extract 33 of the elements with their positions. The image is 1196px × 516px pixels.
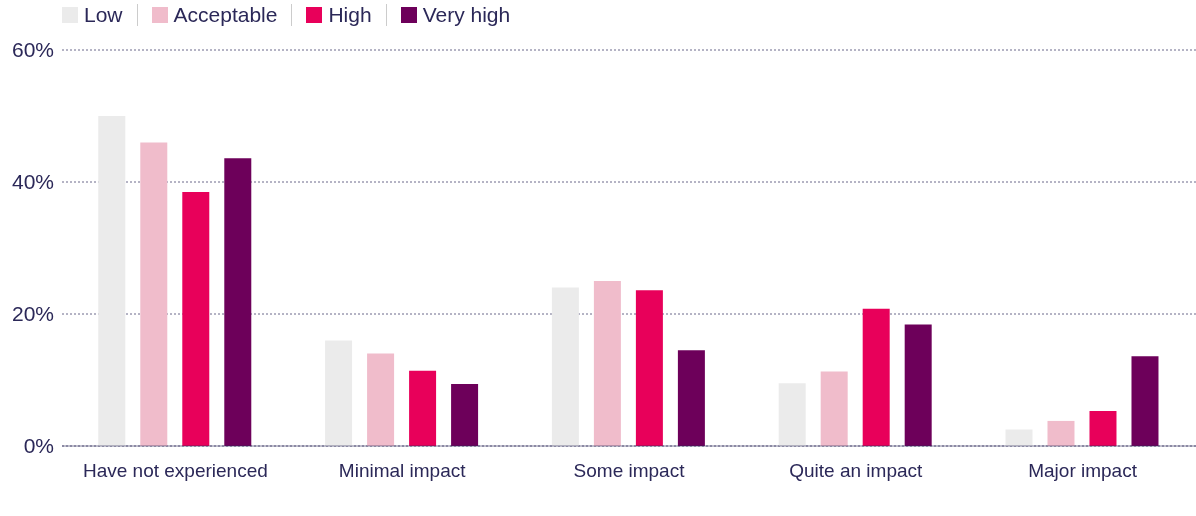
bar <box>409 370 437 446</box>
x-tick-label: Quite an impact <box>789 460 924 482</box>
bar <box>367 353 395 446</box>
bar <box>778 383 806 446</box>
x-tick-label: Minimal impact <box>338 460 467 482</box>
bar <box>677 350 705 446</box>
x-tick-label: Have not experienced <box>82 460 268 482</box>
y-tick-label: 0% <box>23 434 54 458</box>
y-tick-label: 40% <box>11 170 54 194</box>
x-tick-label: Major impact <box>1028 460 1138 482</box>
bar <box>1131 356 1159 446</box>
bar <box>182 191 210 446</box>
legend-label: High <box>328 3 372 27</box>
y-tick-label: 60% <box>11 38 54 62</box>
bar <box>140 142 168 446</box>
bar <box>593 281 621 446</box>
bar <box>451 383 479 446</box>
y-tick-label: 20% <box>11 302 54 326</box>
bar <box>820 371 848 446</box>
bar <box>325 340 353 446</box>
x-tick-label: Some impact <box>573 460 686 482</box>
bar <box>551 287 579 446</box>
bar <box>98 116 126 446</box>
bar <box>635 290 663 446</box>
bar <box>224 158 252 446</box>
bar <box>1005 429 1033 446</box>
legend-label: Very high <box>422 3 511 27</box>
bar <box>1047 420 1075 446</box>
bar <box>904 324 932 446</box>
legend-label: Acceptable <box>173 3 278 27</box>
bar <box>1089 411 1117 446</box>
legend-label: Low <box>84 3 123 27</box>
bar <box>862 308 890 446</box>
